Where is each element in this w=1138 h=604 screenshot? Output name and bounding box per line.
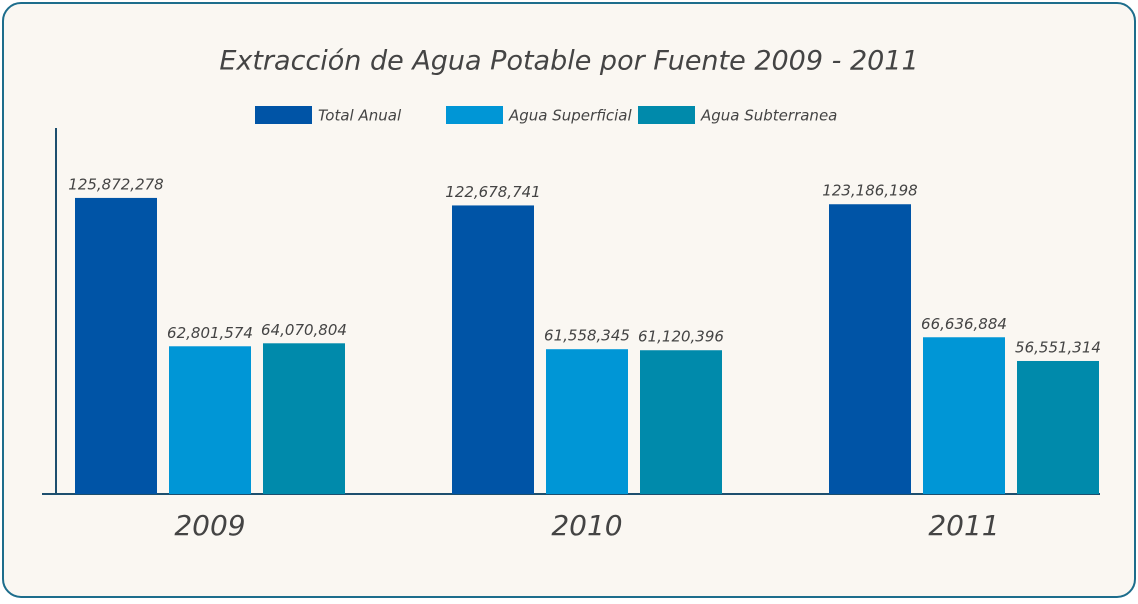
bar — [263, 343, 345, 494]
bar — [452, 205, 534, 494]
value-label: 123,186,198 — [822, 182, 917, 200]
bar — [923, 337, 1005, 494]
x-tick-label: 2011 — [928, 509, 999, 542]
value-label: 64,070,804 — [261, 321, 347, 339]
legend-label: Agua Superficial — [508, 107, 632, 125]
legend-swatch — [446, 106, 503, 124]
value-label: 62,801,574 — [167, 324, 253, 342]
value-label: 61,558,345 — [544, 327, 630, 345]
legend-swatch — [255, 106, 312, 124]
legend-swatch — [638, 106, 695, 124]
bar — [829, 204, 911, 494]
value-label: 66,636,884 — [921, 315, 1007, 333]
value-label: 61,120,396 — [638, 328, 724, 346]
bar — [75, 197, 157, 494]
bar — [640, 350, 722, 494]
legend-label: Agua Subterranea — [700, 107, 837, 125]
chart-title: Extracción de Agua Potable por Fuente 20… — [219, 46, 918, 77]
x-tick-label: 2010 — [551, 509, 622, 542]
bar — [169, 346, 251, 494]
value-label: 56,551,314 — [1015, 338, 1101, 356]
legend-label: Total Anual — [318, 107, 402, 125]
value-label: 122,678,741 — [445, 183, 540, 201]
bar — [1017, 360, 1099, 494]
x-tick-label: 2009 — [174, 509, 245, 542]
value-label: 125,872,278 — [68, 175, 163, 193]
bar — [546, 349, 628, 494]
